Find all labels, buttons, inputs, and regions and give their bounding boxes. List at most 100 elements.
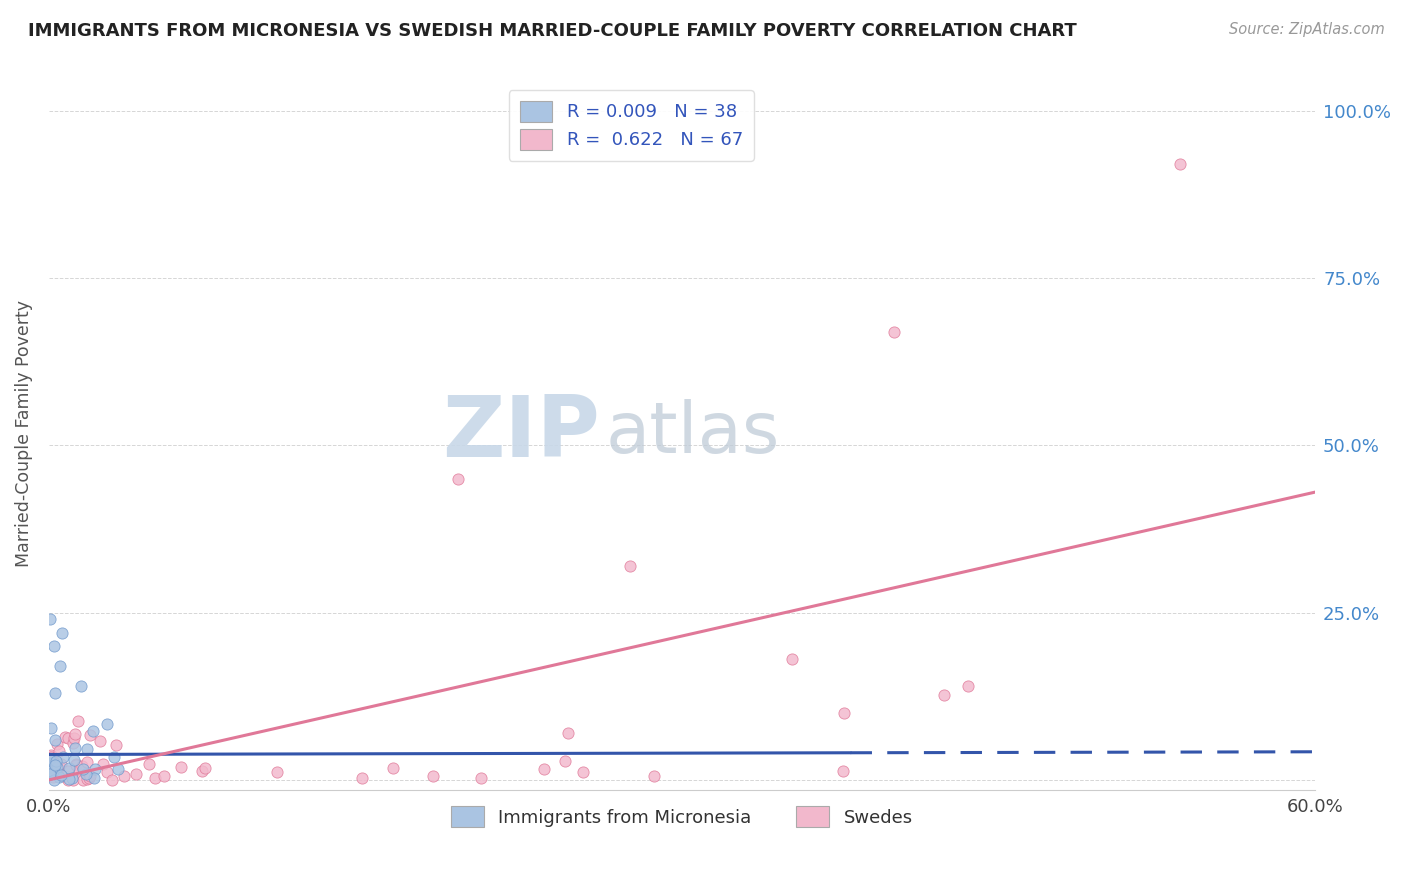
Text: ZIP: ZIP (441, 392, 599, 475)
Point (62, 731, 84, 745)
Point (48, 759, 70, 773)
Point (70, 679, 93, 693)
Point (39, 766, 62, 780)
Point (62, 772, 84, 787)
Point (42, 759, 65, 773)
Text: Source: ZipAtlas.com: Source: ZipAtlas.com (1229, 22, 1385, 37)
Point (44, 757, 66, 772)
Point (41, 764, 63, 778)
Point (65, 756, 87, 771)
Point (41, 756, 63, 770)
Point (75, 766, 97, 780)
Point (79, 728, 101, 742)
Point (38, 612, 60, 626)
Point (89, 734, 111, 748)
Point (79, 769, 101, 783)
Point (44, 761, 66, 775)
Point (83, 771, 105, 785)
Point (46, 737, 69, 751)
Point (422, 769, 444, 783)
Point (45, 760, 67, 774)
Point (70, 758, 93, 772)
Point (554, 754, 576, 768)
Point (39, 764, 62, 778)
Point (352, 771, 374, 785)
Point (53, 769, 76, 783)
Point (103, 750, 125, 764)
Point (39, 766, 62, 780)
Point (45, 754, 67, 768)
Point (49, 768, 72, 782)
Legend: Immigrants from Micronesia, Swedes: Immigrants from Micronesia, Swedes (444, 799, 920, 834)
Point (557, 725, 579, 739)
Point (49, 757, 72, 772)
Point (96, 765, 118, 780)
Point (76, 742, 98, 756)
Point (104, 738, 127, 752)
Point (447, 472, 470, 486)
Point (66, 714, 89, 728)
Point (56, 764, 79, 778)
Point (832, 764, 855, 779)
Point (65, 741, 87, 756)
Point (39, 747, 62, 762)
Point (38, 751, 60, 765)
Point (107, 763, 129, 777)
Text: atlas: atlas (606, 400, 780, 468)
Point (38, 764, 60, 778)
Point (76, 755, 98, 769)
Point (153, 769, 176, 783)
Point (63, 753, 86, 767)
Point (191, 764, 214, 778)
Point (58, 760, 80, 774)
Point (72, 762, 94, 776)
Point (169, 759, 191, 773)
Point (76, 772, 98, 786)
Point (41, 763, 63, 777)
Point (112, 769, 135, 783)
Point (41, 754, 63, 768)
Y-axis label: Married-Couple Family Poverty: Married-Couple Family Poverty (15, 301, 32, 567)
Point (62, 736, 84, 750)
Point (619, 558, 641, 573)
Point (48, 770, 70, 784)
Point (82, 724, 104, 739)
Point (44, 763, 66, 777)
Point (957, 679, 980, 693)
Point (53, 731, 76, 745)
Point (143, 771, 166, 785)
Point (194, 761, 217, 775)
Point (67, 764, 90, 778)
Point (77, 771, 100, 785)
Point (42, 772, 65, 787)
Point (138, 757, 160, 772)
Point (883, 325, 905, 339)
Point (58, 772, 80, 786)
Point (41, 750, 63, 764)
Point (42, 764, 65, 778)
Point (91, 756, 114, 771)
Point (63, 727, 86, 741)
Point (42, 639, 65, 653)
Point (780, 652, 803, 666)
Point (51, 767, 73, 781)
Point (533, 763, 555, 777)
Point (1168, 157, 1191, 171)
Point (832, 706, 855, 720)
Point (125, 767, 148, 781)
Point (44, 733, 66, 747)
Point (382, 761, 405, 775)
Point (42, 770, 65, 784)
Point (572, 765, 595, 780)
Point (44, 686, 66, 700)
Point (83, 762, 105, 776)
Point (100, 772, 122, 787)
Point (39, 721, 62, 735)
Point (38, 752, 60, 766)
Point (60, 771, 83, 785)
Point (470, 771, 492, 785)
Point (266, 765, 288, 780)
Point (49, 659, 72, 673)
Point (72, 772, 94, 787)
Point (51, 625, 73, 640)
